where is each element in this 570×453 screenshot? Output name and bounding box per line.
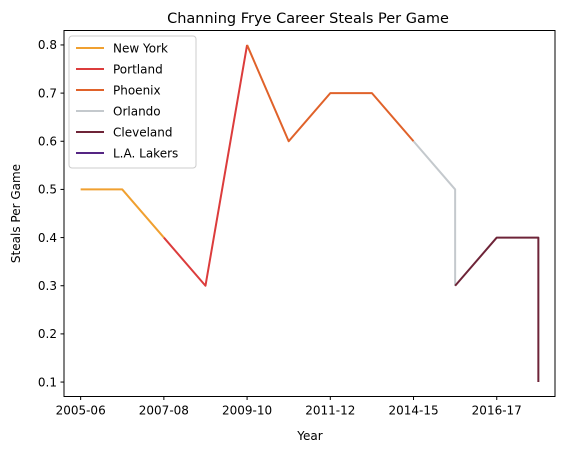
legend-label: Orlando xyxy=(113,104,161,118)
y-tick-label: 0.6 xyxy=(38,135,57,149)
x-axis: 2005-06 2007-08 2009-10 2011-12 2014-15 2016-… xyxy=(56,397,522,418)
x-axis-label: Year xyxy=(296,429,322,443)
y-axis: 0.1 0.2 0.3 0.4 0.5 0.6 0.7 0.8 xyxy=(38,38,64,389)
y-tick-label: 0.7 xyxy=(38,86,57,100)
chart-title: Channing Frye Career Steals Per Game xyxy=(167,11,449,27)
series-line-4 xyxy=(455,238,538,382)
x-tick-label: 2007-08 xyxy=(139,404,189,418)
y-tick-label: 0.2 xyxy=(38,327,57,341)
y-tick-label: 0.3 xyxy=(38,279,57,293)
legend-label: L.A. Lakers xyxy=(113,146,178,160)
legend-label: Cleveland xyxy=(113,125,173,139)
legend-label: Portland xyxy=(113,62,163,76)
y-tick-label: 0.8 xyxy=(38,38,57,52)
legend-label: New York xyxy=(113,41,168,55)
series-line-0 xyxy=(81,189,164,237)
series-line-3 xyxy=(414,141,456,285)
x-tick-label: 2005-06 xyxy=(56,404,106,418)
series-line-2 xyxy=(247,45,413,141)
y-tick-label: 0.5 xyxy=(38,183,57,197)
x-tick-label: 2016-17 xyxy=(472,404,522,418)
y-axis-label: Steals Per Game xyxy=(9,164,23,263)
legend: New York Portland Phoenix Orlando Cleveland L… xyxy=(69,36,196,168)
x-tick-label: 2009-10 xyxy=(222,404,272,418)
y-tick-label: 0.1 xyxy=(38,375,57,389)
legend-label: Phoenix xyxy=(113,83,161,97)
x-tick-label: 2014-15 xyxy=(388,404,438,418)
x-tick-label: 2011-12 xyxy=(305,404,355,418)
y-tick-label: 0.4 xyxy=(38,231,57,245)
